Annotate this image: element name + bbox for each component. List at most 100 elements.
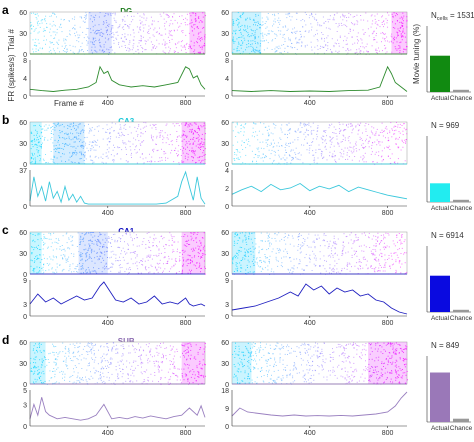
spike-dot (288, 12, 290, 14)
spike-dot (89, 141, 91, 143)
spike-dot (373, 270, 375, 272)
spike-dot (173, 365, 175, 367)
spike-dot (331, 269, 333, 271)
spike-dot (397, 147, 399, 149)
spike-dot (104, 251, 105, 253)
spike-dot (343, 267, 345, 269)
spike-dot (239, 357, 241, 359)
spike-dot (377, 52, 378, 54)
spike-dot (53, 13, 55, 15)
spike-dot (56, 157, 58, 159)
spike-dot (177, 136, 179, 138)
spike-dot (100, 156, 102, 158)
spike-dot (346, 43, 348, 45)
spike-dot (183, 147, 185, 149)
spike-dot (284, 233, 286, 235)
spike-dot (170, 19, 172, 21)
spike-dot (91, 357, 93, 359)
spike-dot (399, 42, 401, 44)
spike-dot (370, 250, 372, 252)
spike-dot (271, 243, 272, 245)
spike-dot (164, 248, 166, 250)
spike-dot (257, 149, 259, 151)
spike-dot (164, 256, 166, 258)
spike-dot (254, 38, 256, 40)
spike-dot (171, 38, 173, 40)
spike-dot (272, 139, 274, 141)
spike-dot (343, 135, 345, 137)
spike-dot (47, 247, 49, 249)
spike-dot (400, 369, 402, 371)
spike-dot (140, 38, 142, 40)
spike-dot (104, 234, 106, 236)
spike-dot (387, 233, 389, 234)
spike-dot (49, 46, 51, 48)
spike-dot (396, 371, 398, 373)
spike-dot (57, 122, 59, 124)
spike-dot (171, 258, 173, 260)
spike-dot (67, 350, 69, 352)
spike-dot (362, 267, 364, 269)
dense-band (53, 122, 85, 164)
spike-dot (145, 244, 147, 245)
spike-dot (312, 250, 314, 252)
spike-dot (367, 20, 369, 22)
spike-dot (336, 243, 338, 245)
spike-dot (133, 232, 135, 234)
spike-dot (90, 32, 92, 34)
spike-dot (43, 350, 45, 352)
spike-dot (325, 142, 327, 144)
spike-dot (134, 351, 136, 353)
spike-dot (114, 239, 116, 241)
spike-dot (235, 264, 237, 266)
spike-dot (300, 131, 302, 133)
spike-dot (145, 122, 147, 124)
spike-dot (405, 139, 407, 141)
spike-dot (314, 52, 316, 54)
spike-dot (238, 354, 239, 356)
spike-dot (131, 252, 133, 253)
spike-dot (155, 31, 157, 33)
spike-dot (80, 158, 82, 159)
spike-dot (316, 238, 317, 240)
spike-dot (30, 22, 32, 23)
spike-dot (72, 45, 74, 47)
spike-dot (311, 270, 313, 271)
spike-dot (267, 235, 269, 236)
spike-dot (203, 125, 205, 127)
spike-dot (295, 33, 297, 34)
spike-dot (54, 139, 56, 141)
spike-dot (346, 265, 348, 267)
spike-dot (363, 161, 365, 163)
spike-dot (92, 21, 93, 23)
spike-dot (406, 133, 408, 135)
spike-dot (398, 239, 400, 241)
spike-dot (75, 128, 77, 130)
spike-dot (258, 52, 260, 54)
spike-dot (183, 363, 185, 365)
spike-dot (343, 129, 345, 130)
spike-dot (247, 267, 248, 268)
spike-dot (325, 44, 327, 46)
spike-dot (50, 246, 52, 248)
spike-dot (374, 141, 376, 143)
spike-dot (103, 44, 105, 46)
spike-dot (338, 145, 340, 147)
spike-dot (198, 139, 200, 141)
spike-dot (151, 266, 153, 267)
spike-dot (340, 155, 342, 157)
spike-dot (115, 353, 117, 354)
spike-dot (179, 25, 181, 27)
spike-dot (326, 241, 328, 243)
spike-dot (122, 382, 124, 384)
spike-dot (95, 30, 97, 32)
spike-dot (36, 132, 38, 134)
spike-dot (117, 374, 119, 376)
spike-dot (99, 255, 101, 257)
spike-dot (398, 34, 399, 36)
spike-dot (289, 13, 291, 15)
spike-dot (329, 240, 331, 242)
spike-dot (31, 246, 32, 248)
spike-dot (386, 19, 388, 21)
spike-dot (113, 161, 115, 163)
